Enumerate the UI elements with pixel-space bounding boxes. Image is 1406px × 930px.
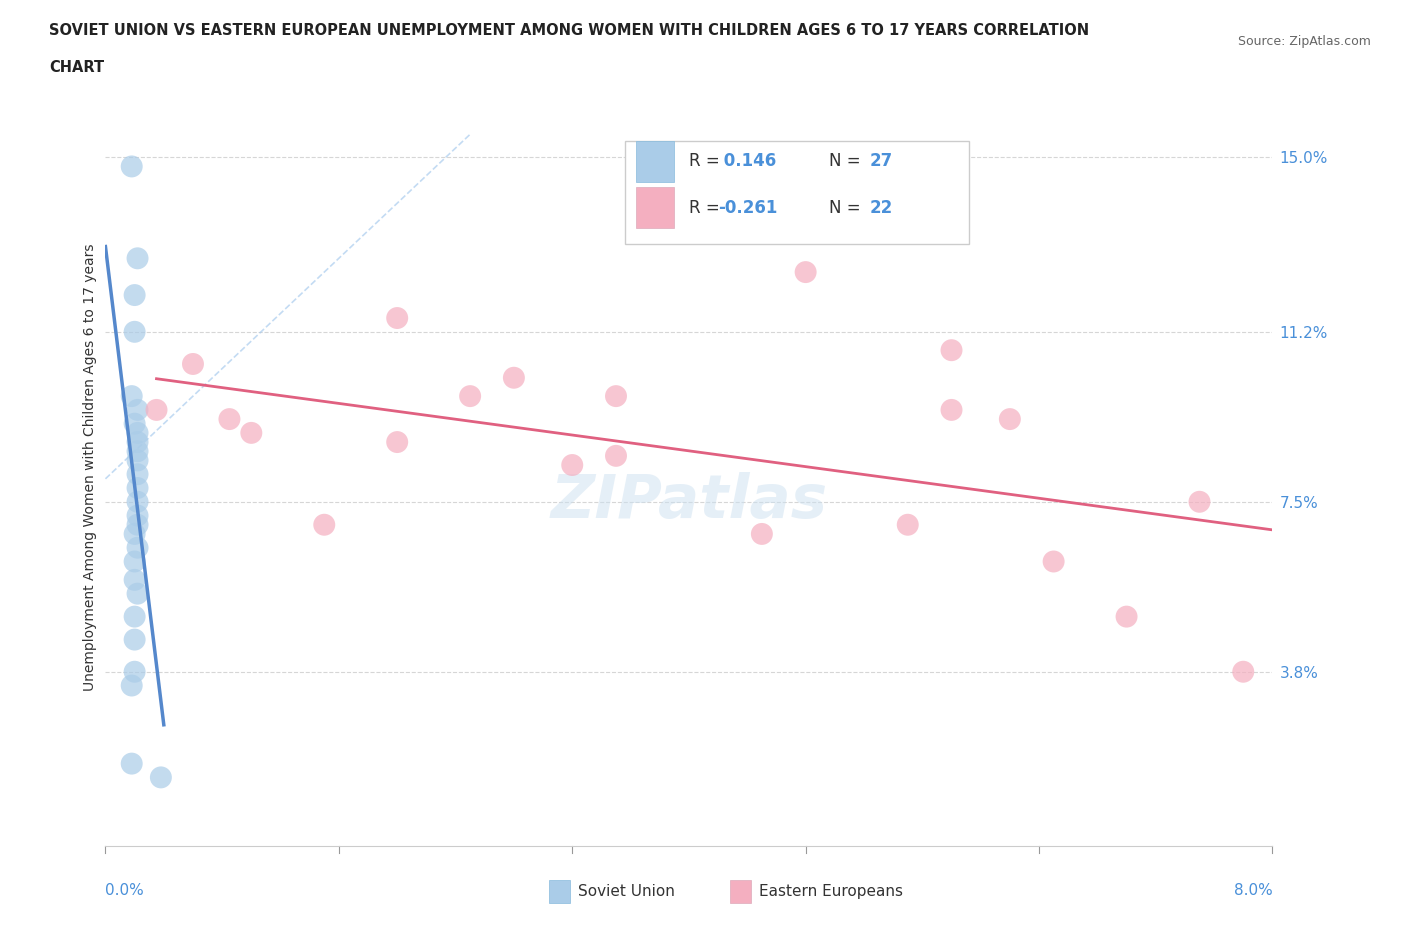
Point	[605, 389, 627, 404]
Point	[124, 609, 146, 624]
Point	[124, 554, 146, 569]
Point	[124, 287, 146, 302]
Point	[145, 403, 167, 418]
Text: N =: N =	[830, 153, 866, 170]
Point	[1188, 495, 1211, 510]
Text: SOVIET UNION VS EASTERN EUROPEAN UNEMPLOYMENT AMONG WOMEN WITH CHILDREN AGES 6 T: SOVIET UNION VS EASTERN EUROPEAN UNEMPLO…	[49, 23, 1090, 38]
Text: 27: 27	[870, 153, 893, 170]
Point	[127, 434, 149, 449]
Point	[458, 389, 481, 404]
Point	[1042, 554, 1064, 569]
Point	[181, 356, 204, 371]
FancyBboxPatch shape	[730, 881, 751, 903]
Point	[998, 412, 1021, 427]
Point	[218, 412, 240, 427]
Point	[121, 678, 143, 693]
Point	[127, 508, 149, 523]
Text: CHART: CHART	[49, 60, 104, 75]
Point	[897, 517, 920, 532]
Point	[121, 159, 143, 174]
Text: R =: R =	[689, 198, 725, 217]
Point	[127, 540, 149, 555]
Text: -0.261: -0.261	[718, 198, 778, 217]
Point	[124, 664, 146, 679]
Point	[124, 526, 146, 541]
Point	[941, 403, 963, 418]
Point	[561, 458, 583, 472]
Text: R =: R =	[689, 153, 725, 170]
FancyBboxPatch shape	[637, 187, 673, 229]
Point	[124, 325, 146, 339]
Point	[385, 311, 408, 325]
Point	[121, 389, 143, 404]
Text: ZIPatlas: ZIPatlas	[550, 472, 828, 531]
Point	[127, 467, 149, 482]
Point	[127, 444, 149, 458]
Point	[127, 495, 149, 510]
Point	[121, 756, 143, 771]
Text: Source: ZipAtlas.com: Source: ZipAtlas.com	[1237, 35, 1371, 48]
Point	[240, 425, 263, 440]
Point	[1232, 664, 1254, 679]
Text: 22: 22	[870, 198, 893, 217]
FancyBboxPatch shape	[637, 140, 673, 182]
Point	[127, 481, 149, 496]
Point	[605, 448, 627, 463]
Text: Soviet Union: Soviet Union	[578, 884, 675, 899]
FancyBboxPatch shape	[624, 141, 969, 244]
Point	[385, 434, 408, 449]
Point	[314, 517, 336, 532]
Point	[124, 632, 146, 647]
Point	[751, 526, 773, 541]
Text: 0.0%: 0.0%	[105, 884, 145, 898]
Point	[124, 417, 146, 432]
Point	[502, 370, 524, 385]
Point	[941, 343, 963, 358]
Text: Eastern Europeans: Eastern Europeans	[759, 884, 903, 899]
Point	[124, 573, 146, 588]
Point	[127, 453, 149, 468]
Point	[127, 251, 149, 266]
FancyBboxPatch shape	[548, 881, 569, 903]
Text: 0.146: 0.146	[718, 153, 776, 170]
Point	[127, 586, 149, 601]
Point	[149, 770, 172, 785]
Point	[127, 517, 149, 532]
Text: N =: N =	[830, 198, 866, 217]
Text: 8.0%: 8.0%	[1233, 884, 1272, 898]
Point	[794, 265, 817, 280]
Point	[1115, 609, 1137, 624]
Point	[127, 403, 149, 418]
Y-axis label: Unemployment Among Women with Children Ages 6 to 17 years: Unemployment Among Women with Children A…	[83, 244, 97, 691]
Point	[127, 425, 149, 440]
